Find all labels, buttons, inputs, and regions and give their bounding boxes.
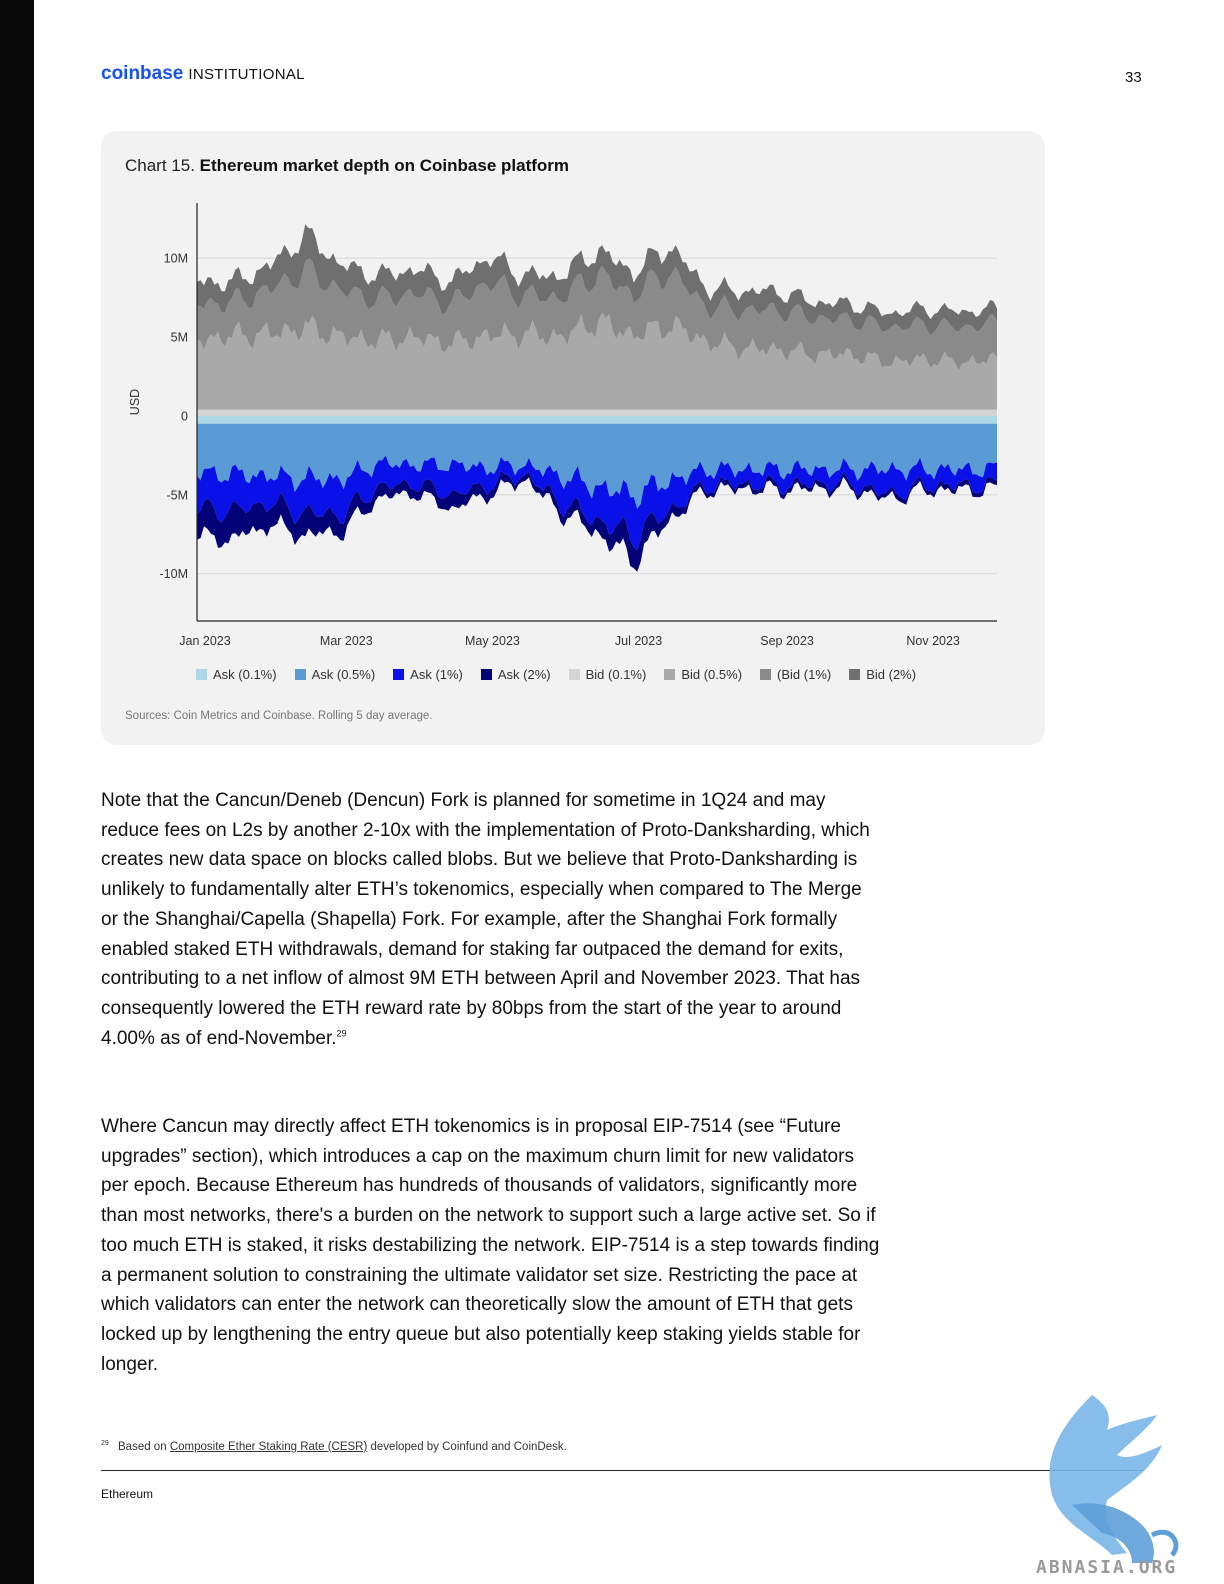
legend-label: Ask (0.1%)	[213, 667, 277, 682]
legend-ask-0-5: Ask (0.5%)	[294, 667, 376, 682]
area-bid-2	[197, 224, 997, 336]
page-number: 33	[1125, 69, 1142, 86]
x-tick-label: Jan 2023	[179, 634, 230, 648]
legend-swatch	[849, 669, 861, 680]
y-tick-label: -5M	[166, 488, 188, 502]
watermark-text: ABNASIA.ORG	[1036, 1557, 1178, 1578]
legend-swatch	[760, 669, 772, 680]
market-depth-chart: 10M 5M 0 -5M -10M USD Jan 2023 Mar 2023 May 2023…	[128, 203, 997, 648]
left-edge-bar	[0, 0, 34, 1584]
legend-label: Bid (2%)	[866, 667, 917, 682]
legend-swatch	[480, 669, 492, 680]
legend-ask-1: Ask (1%)	[393, 667, 463, 682]
brand-suffix: INSTITUTIONAL	[188, 66, 305, 83]
area-bid-0-1	[197, 409, 997, 416]
footnote-text-before: Based on	[118, 1441, 167, 1453]
legend-label: Ask (0.5%)	[311, 667, 376, 682]
coinbase-logo: coinbase	[101, 63, 184, 84]
chart-title-text: Ethereum market depth on Coinbase platfo…	[199, 156, 570, 175]
legend-label: Bid (0.1%)	[585, 667, 647, 682]
legend-swatch	[664, 669, 676, 680]
footnote-ref-29[interactable]: 29	[336, 1028, 347, 1039]
legend-bid-0-5: Bid (0.5%)	[664, 667, 742, 682]
legend-ask-2: Ask (2%)	[480, 667, 551, 682]
legend-swatch	[568, 669, 580, 680]
y-tick-label: 10M	[164, 252, 188, 266]
legend-label: Ask (2%)	[497, 667, 551, 682]
y-tick-label: 5M	[171, 331, 188, 345]
footer-section-label: Ethereum	[101, 1487, 154, 1501]
brand-header: coinbase INSTITUTIONAL	[101, 63, 305, 85]
x-tick-label: Mar 2023	[320, 634, 373, 648]
legend-label: Ask (1%)	[410, 667, 463, 682]
x-tick-label: May 2023	[465, 634, 520, 648]
chart-title: Chart 15. Ethereum market depth on Coinb…	[125, 156, 569, 176]
legend-ask-0-1: Ask (0.1%)	[196, 667, 277, 682]
x-tick-label: Nov 2023	[906, 634, 960, 648]
y-tick-label: -10M	[160, 567, 188, 581]
y-axis-label: USD	[128, 389, 142, 415]
paragraph-1: Note that the Cancun/Deneb (Dencun) Fork…	[101, 786, 881, 1053]
area-ask-0-5	[197, 423, 997, 509]
legend-bid-1: (Bid (1%)	[760, 667, 831, 682]
area-ask-1	[197, 455, 997, 551]
area-bid-0-5	[197, 312, 997, 410]
chart-card: Chart 15. Ethereum market depth on Coinb…	[101, 131, 1045, 745]
legend-label: (Bid (1%)	[777, 667, 832, 682]
griffin-logo-icon	[1049, 1395, 1179, 1563]
chart-legend: Ask (0.1%) Ask (0.5%) Ask (1%) Ask (2%) Bid …	[196, 667, 916, 682]
legend-swatch	[294, 669, 306, 680]
paragraph-2: Where Cancun may directly affect ETH tok…	[101, 1116, 880, 1375]
chart-title-prefix: Chart 15.	[125, 156, 195, 175]
cesr-link[interactable]: Composite Ether Staking Rate (CESR)	[169, 1441, 368, 1453]
footnote: 29 Based on Composite Ether Staking Rate…	[101, 1440, 567, 1453]
footnote-text-after: developed by Coinfund and CoinDesk.	[370, 1441, 567, 1453]
legend-swatch	[196, 669, 207, 680]
area-ask-0-1	[197, 415, 997, 424]
footnote-marker: 29	[101, 1440, 109, 1448]
x-tick-label: Sep 2023	[760, 634, 814, 648]
legend-bid-0-1: Bid (0.1%)	[568, 667, 647, 682]
paragraph-1-text: Note that the Cancun/Deneb (Dencun) Fork…	[101, 790, 870, 1049]
x-tick-label: Jul 2023	[615, 634, 662, 648]
chart-sources: Sources: Coin Metrics and Coinbase. Roll…	[125, 710, 433, 722]
legend-label: Bid (0.5%)	[681, 667, 743, 682]
area-bid-1	[197, 258, 997, 371]
y-tick-label: 0	[181, 409, 188, 423]
legend-swatch	[393, 669, 405, 680]
footer-divider	[101, 1470, 1144, 1471]
legend-bid-2: Bid (2%)	[849, 667, 916, 682]
area-ask-2	[197, 471, 997, 572]
